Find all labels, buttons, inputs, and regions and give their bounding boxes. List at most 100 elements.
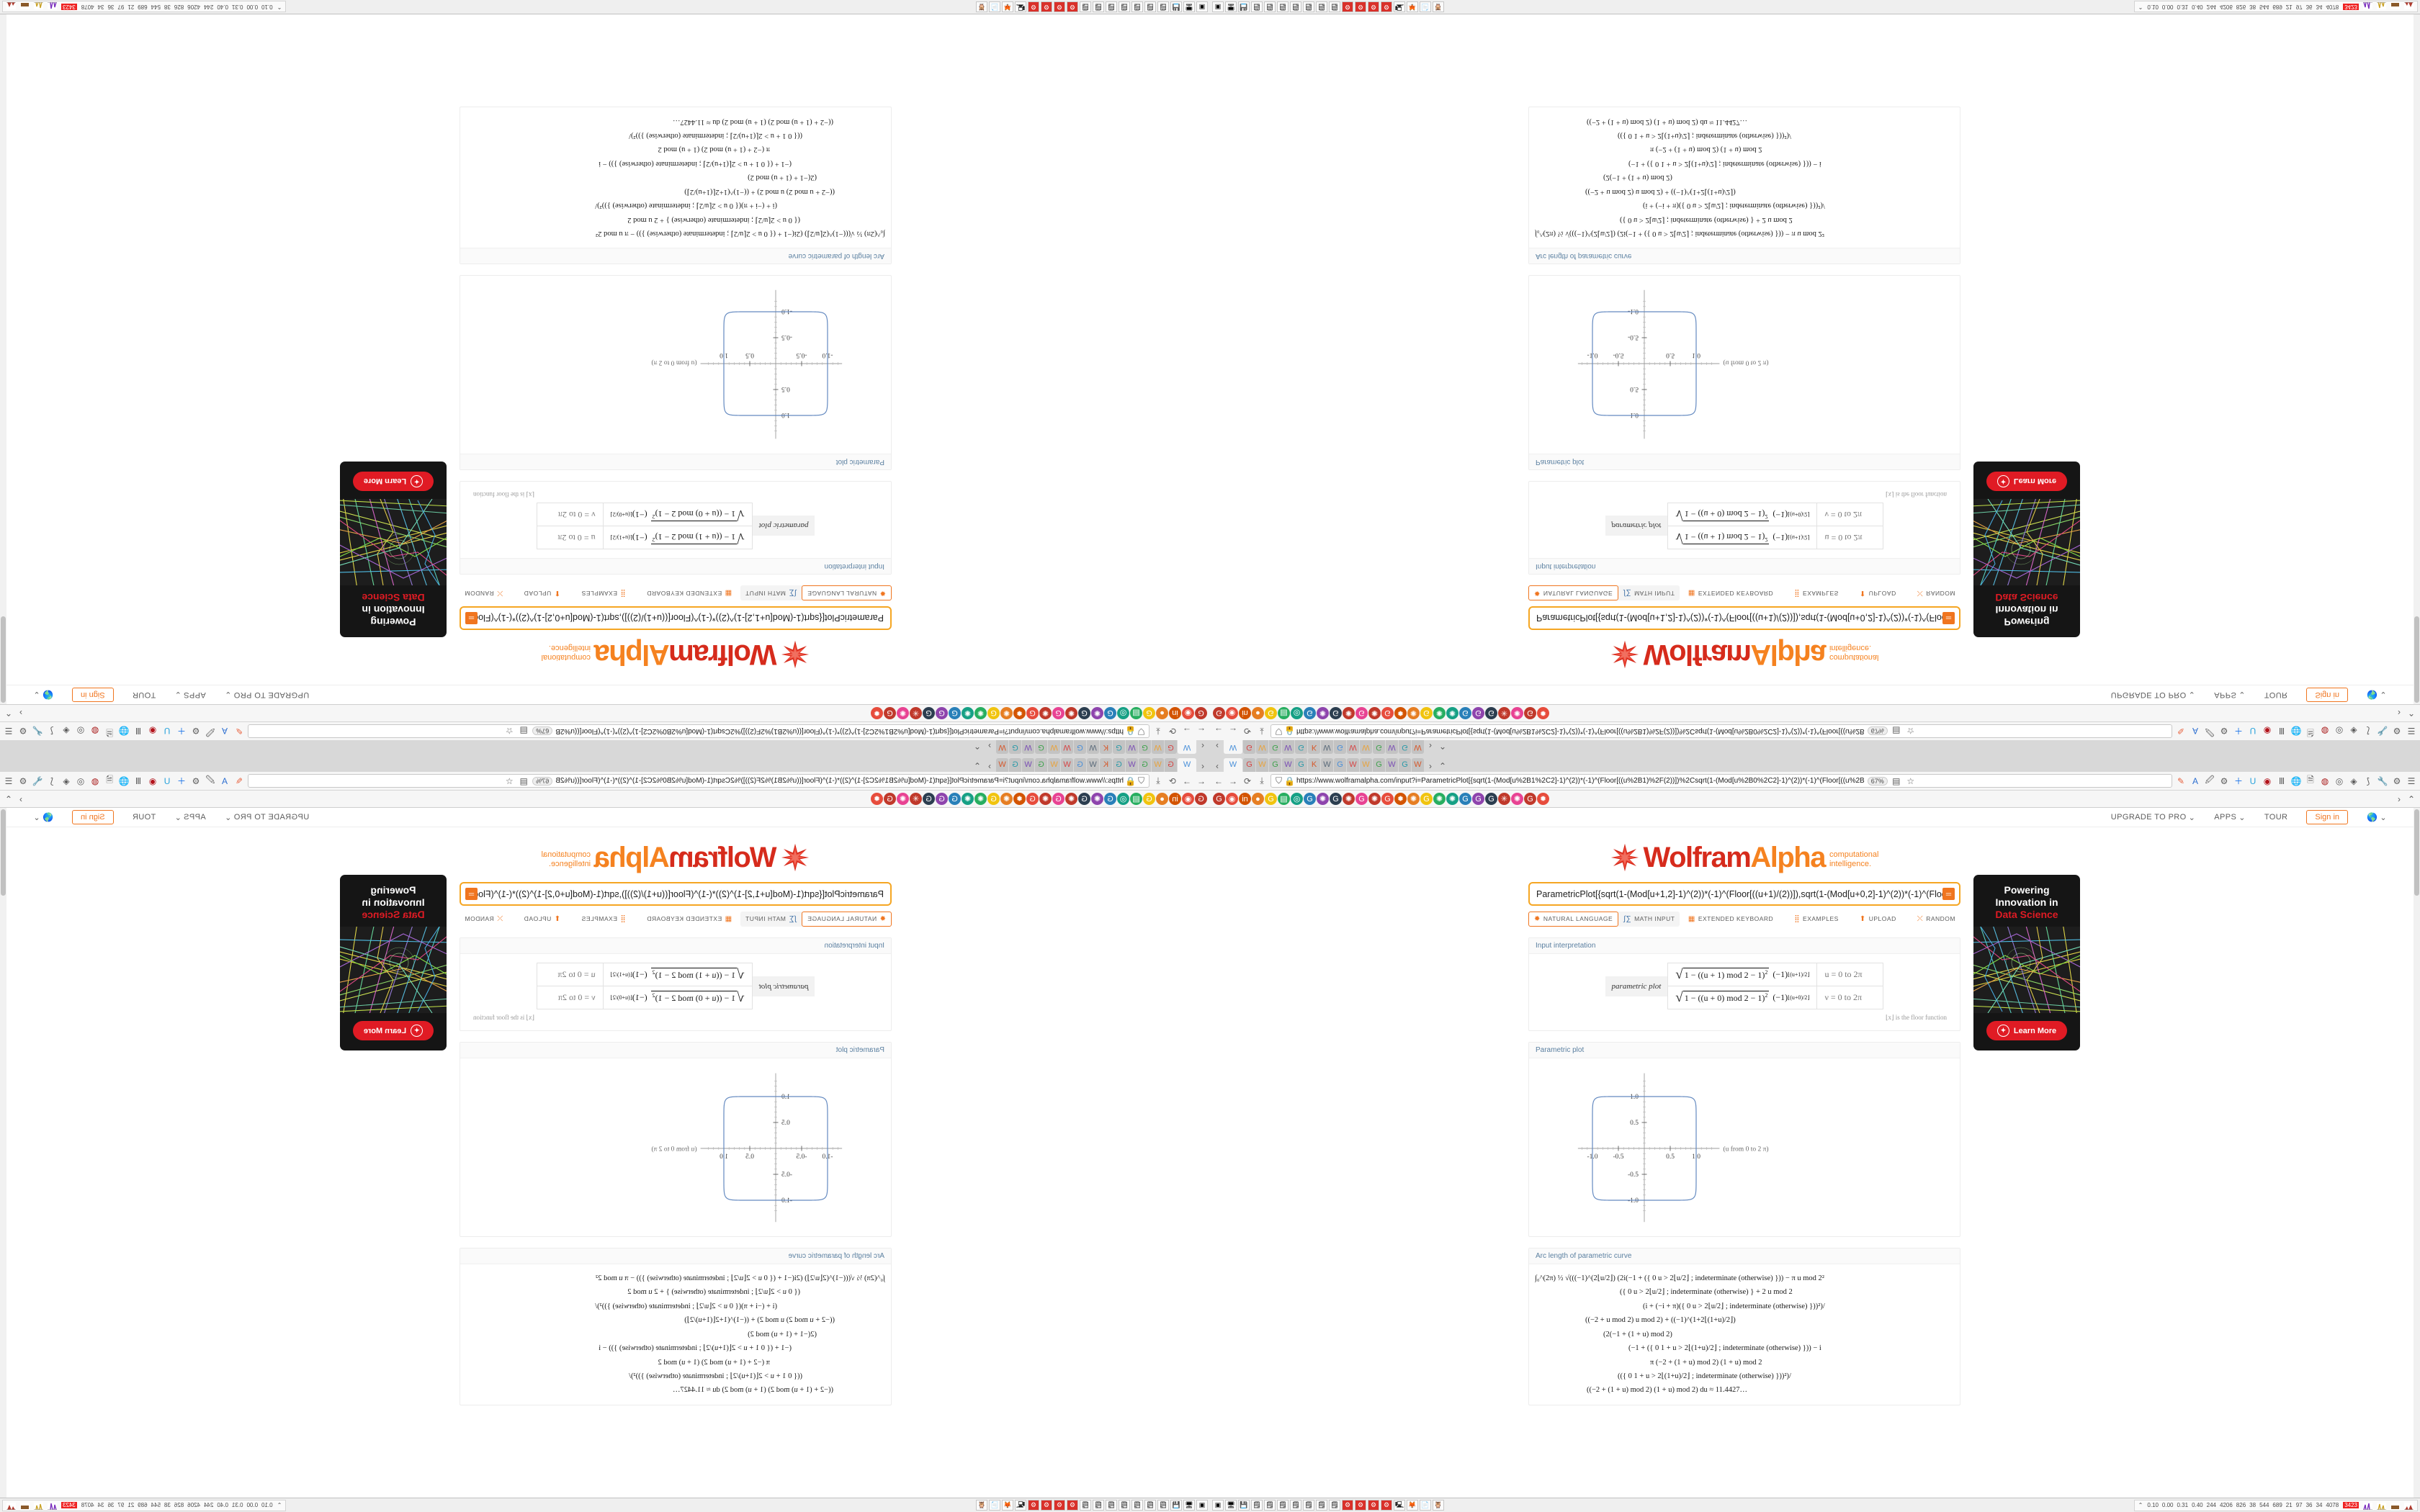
math-input-button[interactable]: ∫∑ MATH INPUT	[740, 587, 802, 600]
scrollbar-thumb[interactable]	[1, 809, 6, 896]
extension-clip-icon[interactable]: 🖉	[2205, 775, 2215, 785]
search-input[interactable]: ParametricPlot[{sqrt(1-(Mod[u+1,2]-1)^(2…	[478, 613, 884, 624]
random-button[interactable]: ⤬ RANDOM	[460, 912, 508, 926]
bookmark-item[interactable]: G	[1485, 707, 1497, 719]
download-icon[interactable]: ⤓	[1156, 726, 1160, 737]
taskbar-item-notepad[interactable]: 🗒	[1157, 1, 1169, 12]
bookmark-item[interactable]: G	[1304, 707, 1316, 719]
tab-list-chevron-icon[interactable]: ‹	[1216, 741, 1219, 751]
bookmark-item[interactable]: G	[1459, 707, 1471, 719]
browser-tab[interactable]: G	[1399, 740, 1411, 754]
browser-tab[interactable]: G	[1243, 740, 1255, 754]
forward-arrow-icon[interactable]: →	[1229, 775, 1237, 786]
natural-language-button[interactable]: ✹ NATURAL LANGUAGE	[1528, 585, 1619, 601]
extension-lo-icon[interactable]: ◍	[2321, 726, 2329, 737]
bookmark-item[interactable]: ✺	[1511, 793, 1523, 805]
bookmark-item[interactable]: G	[1304, 793, 1316, 805]
system-tray[interactable]: ⌃ 0.10 0.00 0.31 0.40 244 4206 826 38 544 689 21 97…	[2, 1499, 287, 1511]
bookmark-item[interactable]: G	[1195, 793, 1207, 805]
bookmarks-overflow-icon[interactable]: ›	[2398, 708, 2401, 719]
bookmark-item[interactable]: G	[1078, 793, 1090, 805]
extension-clip-icon[interactable]: 🖉	[205, 727, 215, 737]
browser-tab[interactable]: G	[1009, 740, 1021, 754]
taskbar-item-gear[interactable]: ⚙	[1054, 1, 1065, 12]
browser-tab[interactable]: W	[1412, 740, 1424, 754]
ad-banner[interactable]: Powering Innovation in Data Science	[340, 461, 447, 637]
taskbar-item-terminal[interactable]: ▣	[1196, 1, 1208, 12]
taskbar-item-monitor[interactable]: 🖥	[1225, 1500, 1237, 1511]
upload-button[interactable]: ⬆ UPLOAD	[1855, 587, 1901, 600]
bookmark-item[interactable]: G	[1330, 707, 1342, 719]
navigation-toolbar[interactable]: ← → ⟳ ⤓ ⛉ 🔒 https://www.wolframalpha.com…	[0, 772, 1210, 791]
browser-tab[interactable]: W	[1152, 758, 1164, 772]
bookmark-star-icon[interactable]: ☆	[1906, 775, 1915, 786]
system-tray[interactable]: ⌃ 0.10 0.00 0.31 0.40 244 4206 826 38 544 689 21 97…	[2133, 1499, 2418, 1511]
taskbar-item-gear[interactable]: ⚙	[1355, 1500, 1366, 1511]
extension-columns-icon[interactable]: Ⅲ	[135, 726, 142, 737]
extension-cam-icon[interactable]: ◎	[2335, 726, 2344, 737]
math-input-button[interactable]: ∫∑ MATH INPUT	[740, 912, 802, 926]
taskbar-item-notepad[interactable]: 🗒	[1093, 1500, 1104, 1511]
tab-scroll-right-icon[interactable]: ›	[988, 741, 991, 751]
bookmark-item[interactable]: ▤	[1278, 793, 1290, 805]
browser-tab[interactable]: G	[1399, 758, 1411, 772]
bookmark-item[interactable]: G	[1485, 793, 1497, 805]
ad-banner[interactable]: Powering Innovation in Data Science	[1973, 875, 2080, 1051]
bookmark-item[interactable]: ◉	[1182, 793, 1194, 805]
bookmark-item[interactable]: ✺	[1065, 793, 1077, 805]
bookmark-item[interactable]: ◉	[1182, 707, 1194, 719]
browser-tab[interactable]: W	[1412, 758, 1424, 772]
input-toolbar[interactable]: ✹ NATURAL LANGUAGE ∫∑ MATH INPUT	[460, 911, 892, 927]
language-selector[interactable]: 🌎 ⌄	[2367, 812, 2387, 822]
taskbar-item-notepad[interactable]: 🗒	[1277, 1500, 1289, 1511]
extension-pocket-icon[interactable]: ✎	[235, 775, 243, 786]
zoom-level-indicator[interactable]: 67%	[1867, 776, 1888, 786]
equals-icon[interactable]: ＝	[465, 612, 478, 624]
taskbar-item-save[interactable]: 💾	[1170, 1500, 1182, 1511]
extension-pocket-icon[interactable]: ✎	[2177, 726, 2185, 737]
extension-ref-icon[interactable]: ◉	[148, 726, 157, 737]
extension-plus-icon[interactable]: ＋	[177, 726, 187, 736]
wolframalpha-logo[interactable]: WolframAlpha computational intelligence.	[460, 639, 892, 670]
extension-columns-icon[interactable]: Ⅲ	[2278, 726, 2285, 737]
browser-tab[interactable]: W	[996, 758, 1008, 772]
bookmark-item[interactable]: G	[1213, 793, 1225, 805]
bookmark-item[interactable]: ●	[1156, 707, 1168, 719]
taskbar-item-save[interactable]: 💾	[1170, 1, 1182, 12]
browser-tab[interactable]: G	[1113, 740, 1125, 754]
bookmark-item[interactable]: G	[1381, 793, 1394, 805]
random-button[interactable]: ⤬ RANDOM	[460, 587, 508, 600]
back-arrow-icon[interactable]: ←	[1197, 726, 1206, 737]
extension-bracket-icon[interactable]: ⟆	[2366, 775, 2370, 786]
natural-language-button[interactable]: ✹ NATURAL LANGUAGE	[801, 911, 892, 927]
bookmarks-overflow-icon[interactable]: ›	[19, 793, 22, 804]
bookmark-item[interactable]: G	[1330, 793, 1342, 805]
taskbar-item-notepad[interactable]: 🗒	[1316, 1, 1327, 12]
bookmark-item[interactable]: ✺	[1065, 707, 1077, 719]
input-mode-group[interactable]: ✹ NATURAL LANGUAGE ∫∑ MATH INPUT	[1528, 911, 1680, 927]
bookmark-item[interactable]: G	[1472, 793, 1484, 805]
extension-doc-icon[interactable]: 🗎	[2307, 775, 2314, 785]
bookmarks-collapse-icon[interactable]: ⌃	[2407, 708, 2416, 719]
bookmark-item[interactable]: ✺	[1407, 707, 1420, 719]
extension-cam-icon[interactable]: ◎	[76, 726, 85, 737]
taskbar-item-display[interactable]: 🖳	[1015, 1, 1026, 12]
wolframalpha-logo[interactable]: WolframAlpha computational intelligence.	[1528, 843, 1960, 872]
extension-lo-icon[interactable]: ◍	[91, 775, 99, 786]
bookmark-item[interactable]: G	[987, 793, 1000, 805]
taskbar-item-gear[interactable]: ⚙	[1368, 1, 1379, 12]
browser-tab[interactable]: W	[1061, 758, 1073, 772]
download-icon[interactable]: ⤓	[1156, 775, 1160, 786]
bookmarks-collapse-icon[interactable]: ⌃	[4, 708, 13, 719]
forward-arrow-icon[interactable]: →	[1183, 726, 1191, 737]
taskbar-item-notepad[interactable]: 🗒	[1277, 1, 1289, 12]
browser-tab[interactable]: K	[1100, 758, 1112, 772]
bookmark-item[interactable]: G	[1026, 707, 1039, 719]
url-bar[interactable]: ⛉ 🔒 https://www.wolframalpha.com/input?i…	[1270, 774, 2172, 788]
taskbar-item-notepad[interactable]: 🗒	[1290, 1500, 1301, 1511]
extension-net-icon[interactable]: ◈	[63, 726, 70, 737]
bookmarks-bar[interactable]: G ◉ in ● G ▤ ◎ G ✺ G ✺ G ✺ G ✹ ✺ G ✺ ✺ G G G ✳ ✺ G ✹ › ⌃	[0, 704, 1210, 721]
